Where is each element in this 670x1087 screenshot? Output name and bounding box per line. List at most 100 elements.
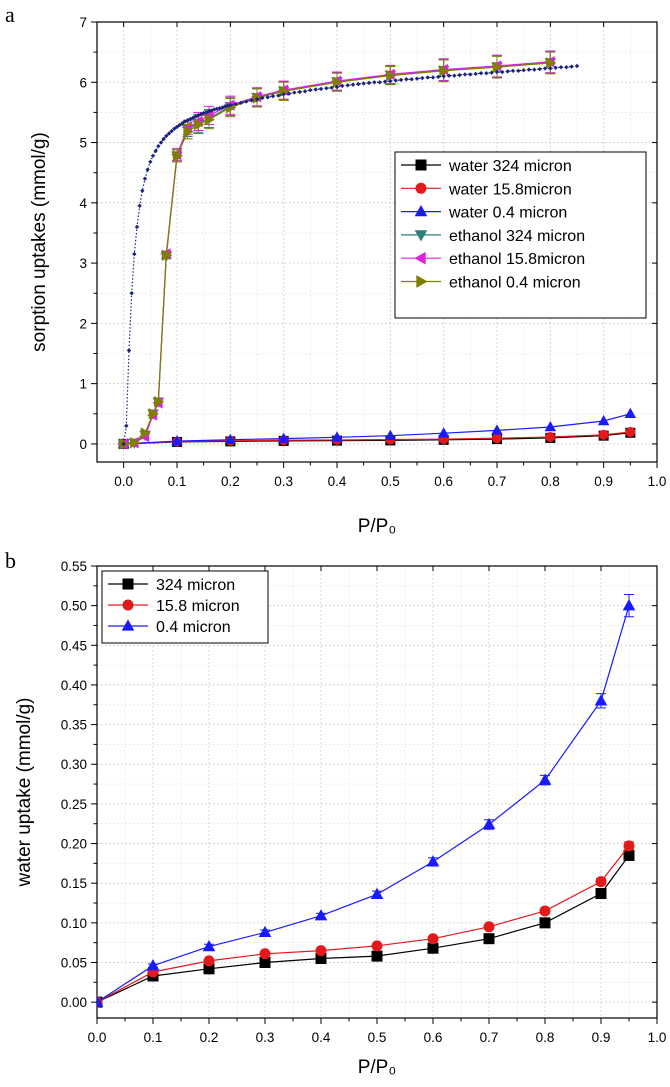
data-point: [148, 408, 159, 420]
x-tick-label: 1.0: [648, 1030, 667, 1045]
data-point: [457, 72, 462, 78]
data-point: [302, 89, 308, 94]
data-point: [532, 67, 537, 72]
y-tick-label: 2: [79, 316, 87, 331]
data-point: [371, 940, 383, 952]
data-point: [377, 80, 382, 85]
data-point: [332, 76, 343, 89]
data-point: [623, 840, 635, 852]
data-point: [161, 136, 166, 142]
data-point: [350, 82, 356, 87]
plot-area: [117, 50, 637, 450]
data-point: [265, 95, 270, 100]
data-point: [249, 98, 254, 103]
data-point: [388, 78, 393, 84]
x-tick-label: 0.6: [434, 474, 453, 489]
y-tick-label: 0.25: [61, 797, 87, 812]
panel-b: b0.0 0.1 0.2 0.3 0.4 0.5 0.6 0.7 0.8 0.9 1.00.000.…: [5, 548, 667, 1078]
data-point: [427, 942, 439, 954]
data-point: [484, 71, 489, 76]
data-point: [623, 849, 635, 861]
series-6: [121, 63, 580, 447]
data-point: [558, 65, 564, 70]
data-point: [202, 940, 216, 952]
data-point: [537, 66, 542, 72]
data-point: [372, 80, 377, 85]
data-point: [313, 87, 318, 92]
data-point: [510, 68, 516, 74]
data-point: [281, 92, 286, 97]
data-point: [270, 93, 276, 99]
data-point: [564, 65, 569, 70]
data-point: [574, 63, 580, 69]
y-tick-label: 0: [79, 437, 87, 452]
data-point: [182, 119, 188, 124]
data-point: [334, 84, 340, 90]
data-point: [624, 407, 637, 419]
panel-label: b: [5, 548, 16, 573]
x-tick-label: 0.1: [168, 474, 187, 489]
y-tick-label: 5: [79, 136, 87, 151]
data-point: [259, 948, 271, 960]
data-point: [297, 89, 302, 95]
data-point: [329, 85, 334, 90]
data-point: [183, 125, 194, 138]
data-point: [366, 80, 372, 86]
x-tick-label: 0.8: [541, 474, 560, 489]
data-point: [500, 69, 505, 75]
data-point: [169, 128, 174, 134]
data-point: [436, 74, 441, 80]
data-point: [228, 102, 233, 108]
data-point: [345, 83, 350, 88]
x-tick-label: 0.4: [312, 1030, 331, 1045]
data-point: [430, 75, 436, 80]
data-point: [491, 424, 503, 435]
data-point: [553, 65, 558, 71]
data-point: [318, 86, 324, 92]
legend-label: ethanol 15.8micron: [449, 251, 585, 268]
data-point: [544, 421, 557, 432]
legend-label: 0.4 micron: [156, 619, 231, 636]
data-point: [145, 167, 150, 172]
data-point: [483, 921, 495, 933]
data-point: [254, 96, 260, 102]
data-point: [174, 124, 180, 130]
data-point: [625, 427, 636, 438]
data-point: [222, 104, 228, 109]
data-point: [598, 429, 609, 440]
data-point: [153, 148, 158, 154]
data-point: [384, 429, 397, 440]
y-axis-label: sorption uptakes (mmol/g): [29, 132, 50, 352]
data-point: [622, 599, 636, 611]
legend-label: water 0.4 micron: [448, 205, 567, 222]
panel-label: a: [5, 2, 15, 27]
x-tick-label: 0.9: [594, 474, 613, 489]
series-0: [97, 849, 635, 1008]
y-tick-label: 0.50: [61, 599, 87, 614]
y-tick-label: 0.10: [61, 916, 87, 931]
data-point: [546, 57, 557, 69]
legend-marker: [122, 599, 134, 611]
data-point: [595, 888, 607, 900]
data-point: [483, 933, 495, 945]
data-point: [569, 64, 574, 69]
data-point: [597, 415, 610, 426]
data-point: [194, 118, 205, 131]
data-point: [132, 251, 137, 257]
data-point: [516, 68, 521, 74]
data-point: [172, 150, 183, 162]
data-point: [238, 100, 244, 105]
data-point: [595, 876, 607, 888]
data-point: [420, 75, 425, 81]
legend-marker: [414, 230, 428, 242]
x-tick-label: 0.6: [424, 1030, 443, 1045]
data-point: [276, 93, 281, 98]
data-point: [124, 423, 129, 429]
legend-label: ethanol 324 micron: [449, 228, 585, 245]
data-point: [452, 73, 457, 78]
data-point: [259, 956, 271, 968]
data-point: [468, 72, 473, 77]
data-point: [190, 115, 196, 121]
data-point: [414, 76, 420, 81]
